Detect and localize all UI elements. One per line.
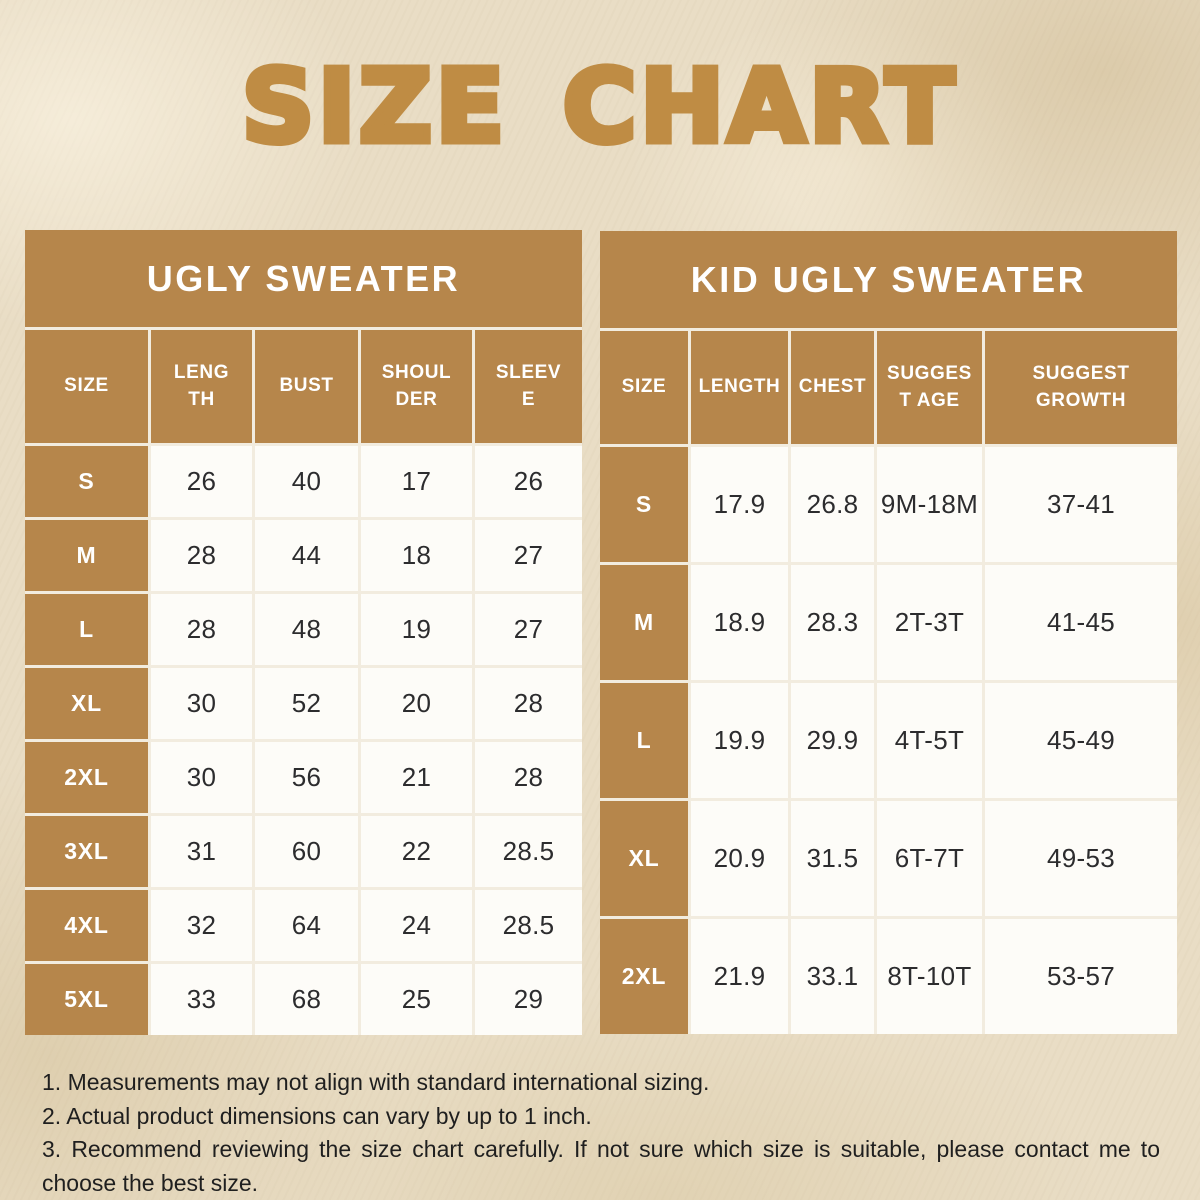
data-cell: 37-41 — [985, 447, 1177, 562]
data-cell: 29.9 — [791, 683, 874, 798]
data-cell: 26.8 — [791, 447, 874, 562]
data-cell: 45-49 — [985, 683, 1177, 798]
data-cell: 20 — [361, 668, 472, 739]
data-cell: 28 — [475, 668, 582, 739]
data-cell: 28 — [151, 520, 252, 591]
data-cell: 26 — [151, 446, 252, 517]
data-cell: 64 — [255, 890, 358, 961]
size-cell: S — [25, 446, 148, 517]
data-cell: 8T-10T — [877, 919, 982, 1034]
column-header-cell: SLEEV E — [475, 330, 582, 443]
column-header-cell: CHEST — [791, 331, 874, 444]
data-cell: 22 — [361, 816, 472, 887]
data-cell: 18 — [361, 520, 472, 591]
kid-ugly-sweater-table: KID UGLY SWEATER SIZE LENGTH CHEST SUGGES T … — [600, 231, 1177, 1034]
size-cell: 5XL — [25, 964, 148, 1035]
size-cell: 2XL — [600, 919, 688, 1034]
data-cell: 28.5 — [475, 816, 582, 887]
column-header-cell: SUGGES T AGE — [877, 331, 982, 444]
data-cell: 6T-7T — [877, 801, 982, 916]
column-header-cell: SIZE — [25, 330, 148, 443]
data-cell: 21.9 — [691, 919, 788, 1034]
data-cell: 52 — [255, 668, 358, 739]
data-cell: 2T-3T — [877, 565, 982, 680]
data-cell: 19 — [361, 594, 472, 665]
note-measurements: 1. Measurements may not align with stand… — [42, 1069, 710, 1095]
size-cell: M — [25, 520, 148, 591]
data-cell: 28 — [151, 594, 252, 665]
column-header-cell: SUGGEST GROWTH — [985, 331, 1177, 444]
data-cell: 20.9 — [691, 801, 788, 916]
data-cell: 60 — [255, 816, 358, 887]
data-cell: 28 — [475, 742, 582, 813]
size-cell: XL — [600, 801, 688, 916]
footer-notes: 1. Measurements may not align with stand… — [42, 1066, 1160, 1200]
page-title: SIZE CHART — [238, 45, 959, 169]
data-cell: 17.9 — [691, 447, 788, 562]
data-cell: 27 — [475, 594, 582, 665]
column-header-cell: SHOUL DER — [361, 330, 472, 443]
data-cell: 30 — [151, 742, 252, 813]
size-cell: XL — [25, 668, 148, 739]
data-cell: 32 — [151, 890, 252, 961]
data-cell: 31.5 — [791, 801, 874, 916]
data-cell: 56 — [255, 742, 358, 813]
data-cell: 68 — [255, 964, 358, 1035]
data-cell: 18.9 — [691, 565, 788, 680]
size-cell: 2XL — [25, 742, 148, 813]
data-cell: 33 — [151, 964, 252, 1035]
data-cell: 44 — [255, 520, 358, 591]
data-cell: 25 — [361, 964, 472, 1035]
data-cell: 33.1 — [791, 919, 874, 1034]
note-recommend: 3. Recommend reviewing the size chart ca… — [42, 1136, 1160, 1196]
data-cell: 31 — [151, 816, 252, 887]
note-dimensions: 2. Actual product dimensions can vary by… — [42, 1102, 592, 1129]
data-cell: 28.3 — [791, 565, 874, 680]
column-header-cell: LENGTH — [691, 331, 788, 444]
size-cell: 4XL — [25, 890, 148, 961]
data-cell: 21 — [361, 742, 472, 813]
data-cell: 53-57 — [985, 919, 1177, 1034]
data-cell: 30 — [151, 668, 252, 739]
data-cell: 49-53 — [985, 801, 1177, 916]
column-header-cell: SIZE — [600, 331, 688, 444]
data-cell: 24 — [361, 890, 472, 961]
ugly-sweater-table: UGLY SWEATER SIZE LENG TH BUST SHOUL DER SLEE… — [25, 230, 582, 1035]
size-cell: M — [600, 565, 688, 680]
data-cell: 29 — [475, 964, 582, 1035]
data-cell: 19.9 — [691, 683, 788, 798]
data-cell: 48 — [255, 594, 358, 665]
data-cell: 27 — [475, 520, 582, 591]
data-cell: 17 — [361, 446, 472, 517]
data-cell: 28.5 — [475, 890, 582, 961]
data-cell: 40 — [255, 446, 358, 517]
table-title: UGLY SWEATER — [25, 230, 582, 327]
column-header-cell: BUST — [255, 330, 358, 443]
column-header-cell: LENG TH — [151, 330, 252, 443]
data-cell: 41-45 — [985, 565, 1177, 680]
size-cell: L — [600, 683, 688, 798]
data-cell: 26 — [475, 446, 582, 517]
size-cell: L — [25, 594, 148, 665]
size-cell: 3XL — [25, 816, 148, 887]
data-cell: 4T-5T — [877, 683, 982, 798]
table-title: KID UGLY SWEATER — [600, 231, 1177, 328]
data-cell: 9M-18M — [877, 447, 982, 562]
size-cell: S — [600, 447, 688, 562]
